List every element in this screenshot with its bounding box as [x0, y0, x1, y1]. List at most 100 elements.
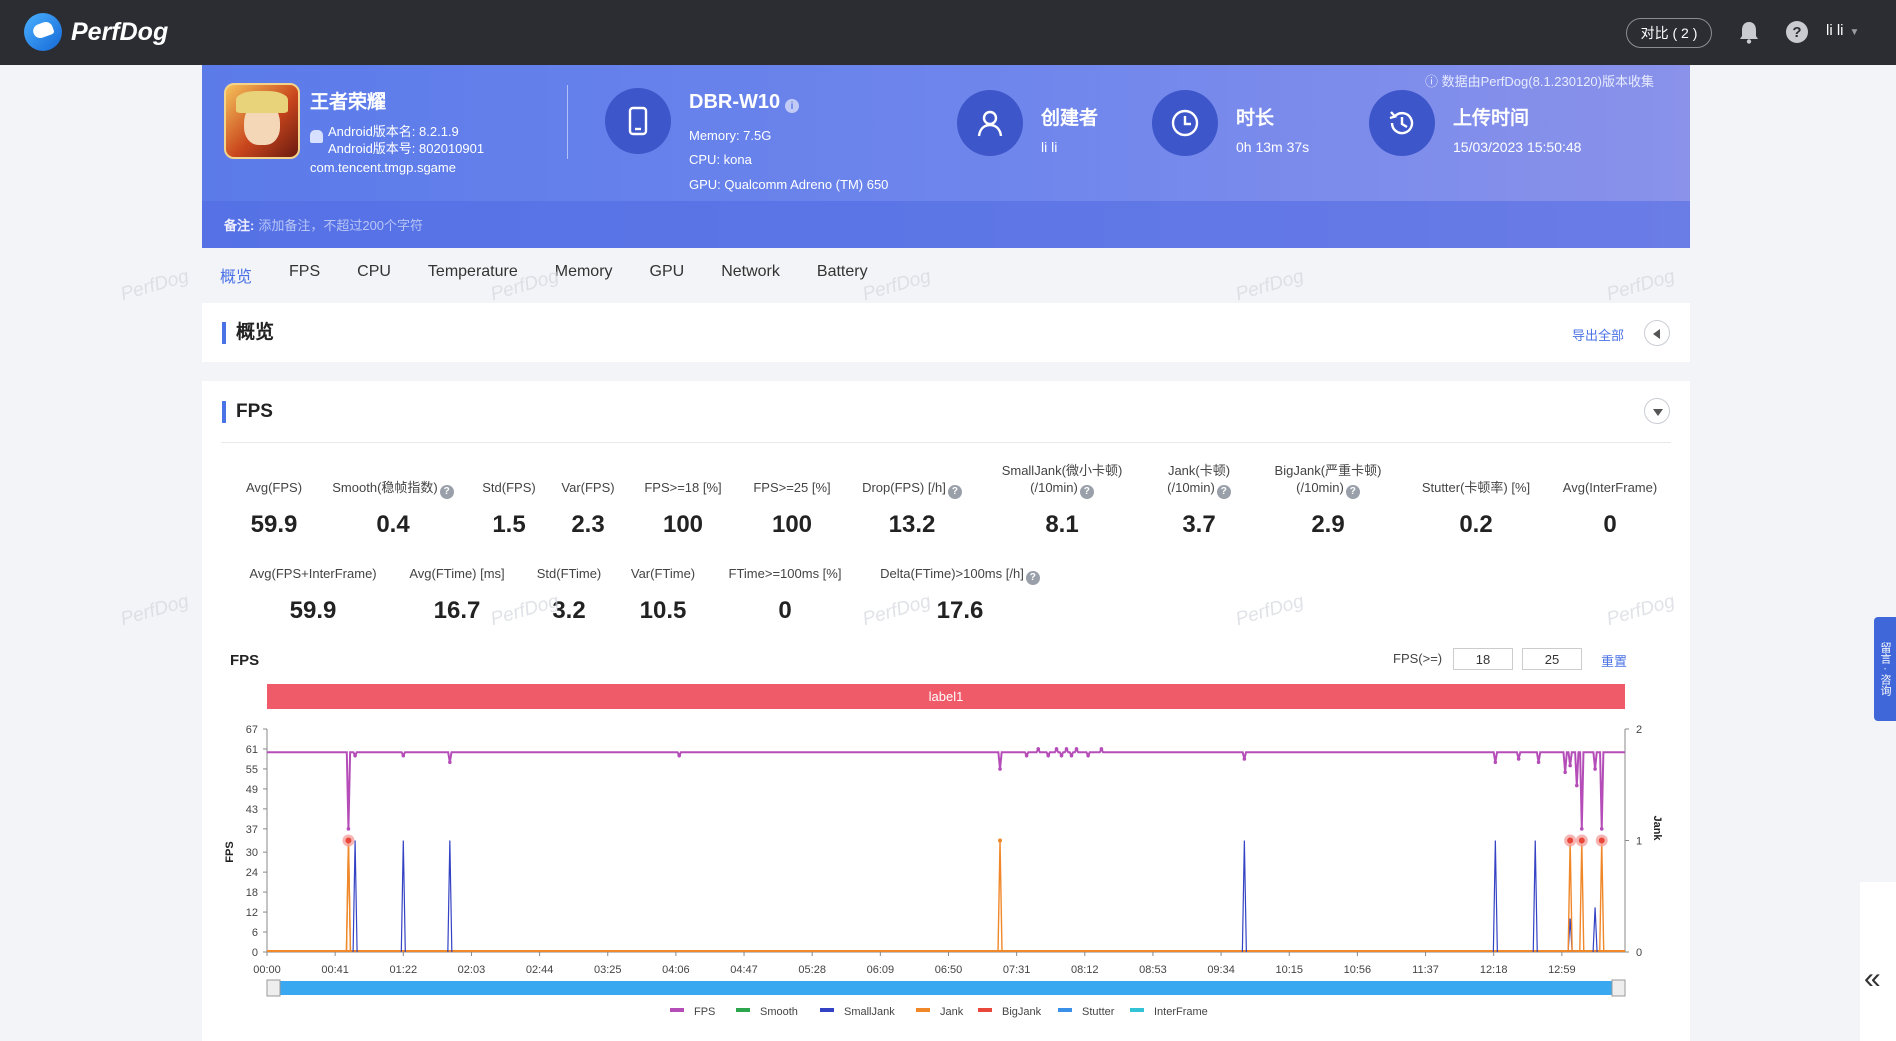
legend-item-stutter: Stutter [1082, 1006, 1115, 1018]
x-tick-label: 00:41 [321, 964, 349, 976]
metric-label-text: Std(FPS) [482, 480, 536, 495]
metric-label-text: Avg(FTime) [ms] [409, 566, 505, 581]
zoom-handle-left [266, 979, 281, 997]
feedback-tab[interactable]: 留言 · 咨询 [1874, 617, 1896, 721]
tab-temperature[interactable]: Temperature [427, 263, 518, 280]
bell-icon[interactable] [1738, 20, 1760, 44]
r2-metric-label: Var(FTime) [573, 565, 753, 582]
collect-version-note: ⓘ 数据由PerfDog(8.1.230120)版本收集 [1424, 74, 1654, 89]
help-icon[interactable]: ? [1786, 21, 1808, 43]
tab-gpu[interactable]: GPU [649, 263, 685, 280]
x-tick-label: 06:50 [935, 964, 963, 976]
session-header-card: ⓘ 数据由PerfDog(8.1.230120)版本收集 王者荣耀 Androi… [202, 65, 1690, 248]
r1-metric-label: Var(FPS) [498, 479, 678, 496]
fps-threshold-input-1[interactable] [1453, 648, 1513, 670]
legend-item-bigjank: BigJank [1002, 1006, 1042, 1018]
section-tabs: 概览 FPS CPU Temperature Memory GPU Networ… [220, 263, 905, 287]
small-jank-spike [1592, 907, 1598, 953]
perfdog-logo[interactable]: PerfDog [24, 13, 168, 51]
zoom-slider-track [267, 981, 1625, 995]
y2-axis-title: Jank [1651, 815, 1663, 841]
chevron-left-icon [1653, 329, 1660, 339]
label-bar[interactable]: label1 [267, 684, 1625, 709]
top-bar: PerfDog 对比 ( 2 ) ? li li ▼ [0, 0, 1896, 65]
metric-label-text: FTime>=100ms [%] [728, 566, 842, 581]
fps-point [1563, 770, 1567, 775]
x-tick-label: 04:47 [730, 964, 758, 976]
fps-point [1054, 747, 1059, 751]
help-icon[interactable]: ? [1079, 485, 1094, 499]
metric-label-text: Stutter(卡顿率) [%] [1421, 480, 1531, 495]
legend-item-fps: FPS [694, 1006, 715, 1018]
x-tick-label: 07:31 [1003, 964, 1031, 976]
y-tick-label: 24 [246, 867, 258, 879]
note-bar[interactable]: 备注: 添加备注，不超过200个字符 [202, 201, 1690, 248]
zoom-handle-right [1611, 979, 1626, 997]
r1-metric-value: 13.2 [888, 511, 936, 538]
r1-metric-value: 100 [771, 511, 813, 538]
tab-memory[interactable]: Memory [554, 263, 613, 280]
y2-tick-label: 1 [1636, 836, 1642, 848]
note-input[interactable]: 添加备注，不超过200个字符 [258, 218, 424, 233]
collapse-overview-button[interactable] [1644, 320, 1670, 346]
r2-metric-value: 0 [778, 597, 792, 624]
android-version-name: Android版本名: 8.2.1.9 [328, 124, 459, 139]
r2-metric-value: 17.6 [936, 597, 984, 624]
fps-threshold-label: FPS(>=) [1393, 651, 1443, 666]
metric-label-text: Jank(卡顿) [1167, 463, 1231, 478]
small-jank-spike [352, 840, 358, 953]
metric-label-text: BigJank(严重卡顿) [1274, 463, 1382, 478]
x-tick-label: 08:53 [1139, 964, 1167, 976]
metric-label-unit: (/10min) [1296, 480, 1344, 495]
y-tick-label: 43 [246, 804, 258, 816]
tab-battery[interactable]: Battery [816, 263, 868, 280]
r2-metric-value: 3.2 [552, 597, 586, 624]
fps-series-line [267, 746, 1625, 829]
metric-label-unit: (/10min) [1030, 480, 1078, 495]
help-icon[interactable]: ? [439, 485, 454, 499]
user-menu[interactable]: li li ▼ [1826, 22, 1859, 39]
x-tick-label: 09:34 [1207, 964, 1235, 976]
creator-value: li li [1041, 139, 1058, 155]
help-icon[interactable]: ? [1216, 485, 1231, 499]
r1-metric-value: 2.3 [571, 511, 605, 538]
android-icon [310, 130, 323, 143]
r1-metric-label: SmallJank(微小卡顿) (/10min)? [972, 462, 1152, 499]
reset-threshold-link[interactable]: 重置 [1601, 654, 1628, 669]
metric-label-text: Std(FTime) [536, 566, 602, 581]
phone-icon [605, 88, 671, 154]
toggle-fps-section-button[interactable] [1644, 398, 1670, 424]
fps-point [1099, 747, 1104, 751]
y2-tick-label: 2 [1636, 724, 1642, 736]
upload-title: 上传时间 [1453, 108, 1530, 129]
double-chevron-left-icon[interactable]: « [1864, 962, 1881, 995]
tab-fps[interactable]: FPS [289, 263, 321, 280]
r2-metric-label: Avg(FTime) [ms] [367, 565, 547, 582]
side-panel [1860, 882, 1896, 1041]
y-tick-label: 6 [252, 927, 258, 939]
info-icon[interactable]: i [785, 99, 799, 113]
x-tick-label: 00:00 [253, 964, 281, 976]
tab-network[interactable]: Network [721, 263, 780, 280]
fps-point [1493, 760, 1498, 765]
help-icon[interactable]: ? [1025, 571, 1040, 585]
y-tick-label: 30 [246, 847, 258, 859]
x-tick-label: 12:59 [1548, 964, 1576, 976]
fps-point [448, 760, 452, 765]
tab-overview[interactable]: 概览 [220, 269, 253, 286]
r1-metric-label: Avg(FPS) [184, 479, 364, 496]
help-icon[interactable]: ? [947, 485, 962, 499]
compare-button[interactable]: 对比 ( 2 ) [1626, 18, 1712, 48]
android-version-code: Android版本号: 802010901 [328, 141, 485, 156]
fps-point [1579, 827, 1584, 831]
metric-label-text: Avg(FPS+InterFrame) [249, 566, 377, 581]
help-icon[interactable]: ? [1345, 485, 1360, 499]
export-all-link[interactable]: 导出全部 [1572, 328, 1625, 343]
tab-cpu[interactable]: CPU [357, 263, 391, 280]
x-tick-label: 12:18 [1480, 964, 1508, 976]
legend-item-interframe: InterFrame [1154, 1006, 1208, 1018]
jank-point [998, 838, 1003, 843]
fps-threshold-input-2[interactable] [1522, 648, 1582, 670]
fps-point [1574, 783, 1579, 788]
